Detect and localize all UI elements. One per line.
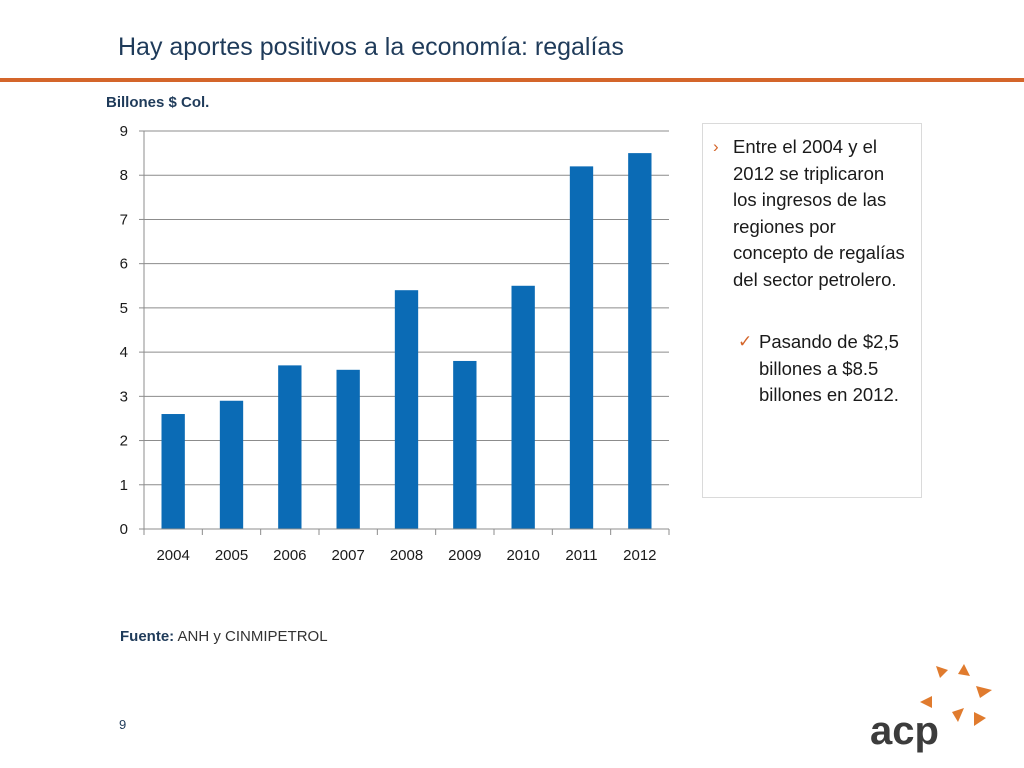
y-tick-label: 2 [120, 433, 128, 450]
y-tick-labels: 0 1 2 3 4 5 6 7 8 9 [120, 123, 128, 538]
page-number: 9 [119, 717, 127, 732]
x-tick-label: 2007 [331, 547, 364, 564]
y-tick-label: 5 [120, 300, 128, 317]
title-divider [0, 78, 1024, 82]
axes [139, 130, 670, 535]
y-tick-label: 4 [120, 344, 128, 361]
x-tick-label: 2009 [448, 547, 481, 564]
main-bullet-text: Entre el 2004 y el 2012 se triplicaron l… [733, 136, 905, 290]
logo-star-icon [920, 664, 992, 726]
bar-2008 [394, 290, 419, 529]
chevron-bullet-icon: › [713, 137, 719, 156]
y-axis-unit-label: Billones $ Col. [106, 94, 210, 111]
bar-2007 [336, 369, 360, 529]
x-tick-label: 2004 [156, 547, 189, 564]
bar-2011 [569, 166, 594, 529]
x-tick-label: 2008 [390, 547, 423, 564]
bar-2012 [628, 153, 652, 529]
commentary-box: › Entre el 2004 y el 2012 se triplicaron… [702, 123, 922, 498]
sub-bullet-text: Pasando de $2,5 billones a $8.5 billones… [759, 331, 899, 405]
logo-wordmark: acp [870, 709, 939, 753]
x-tick-label: 2012 [623, 547, 656, 564]
slide-title: Hay aportes positivos a la economía: reg… [118, 33, 624, 61]
bars [161, 153, 652, 529]
y-tick-label: 1 [120, 477, 128, 494]
bar-2005 [219, 400, 244, 529]
y-tick-label: 0 [120, 521, 128, 538]
x-tick-label: 2010 [506, 547, 539, 564]
x-tick-label: 2006 [273, 547, 306, 564]
sub-bullet: ✓ Pasando de $2,5 billones a $8.5 billon… [738, 329, 914, 409]
source-note: Fuente: ANH y CINMIPETROL [120, 628, 328, 645]
y-tick-label: 8 [120, 167, 128, 184]
y-tick-label: 3 [120, 388, 128, 405]
source-key: Fuente: [120, 628, 175, 645]
bar-2006 [278, 365, 302, 529]
y-tick-label: 9 [120, 123, 128, 140]
main-bullet: › Entre el 2004 y el 2012 se triplicaron… [713, 134, 909, 293]
x-tick-label: 2005 [215, 547, 248, 564]
x-tick-label: 2011 [565, 547, 597, 564]
acp-logo: acp [870, 664, 992, 753]
bar-2004 [161, 414, 185, 529]
y-tick-label: 6 [120, 256, 128, 273]
bar-2009 [453, 360, 477, 529]
checkmark-bullet-icon: ✓ [738, 332, 753, 351]
x-tick-labels: 2004 2005 2006 2007 2008 2009 2010 2011 2012 [156, 547, 656, 564]
bar-2010 [511, 285, 535, 529]
y-tick-label: 7 [120, 211, 128, 228]
source-value: ANH y CINMIPETROL [177, 628, 328, 645]
